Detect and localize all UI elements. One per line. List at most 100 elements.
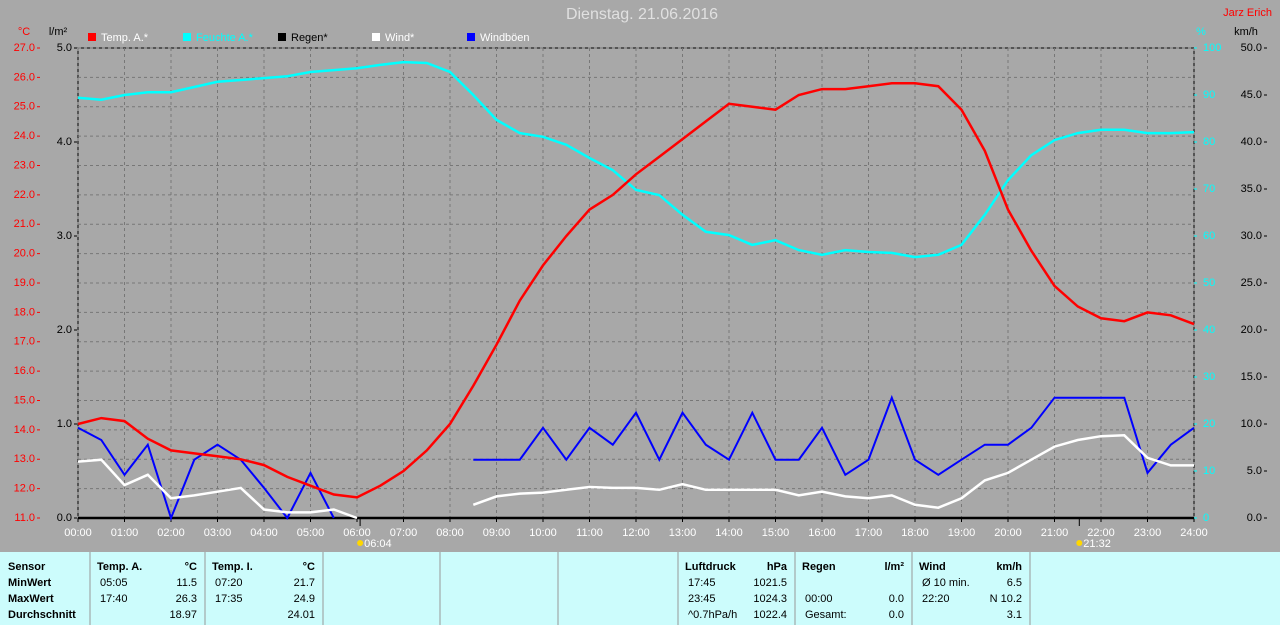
stats-time: 00:00: [805, 593, 833, 605]
y-tick-label: 0: [1203, 512, 1209, 524]
y-tick-label: 24.0: [14, 130, 35, 142]
y-tick-label: 50: [1203, 277, 1215, 289]
x-tick-label: 11:00: [576, 527, 603, 539]
stats-time: 17:45: [688, 577, 716, 589]
legend-label: Windböen: [480, 32, 530, 44]
y-tick-label: 35.0: [1241, 183, 1262, 195]
stats-time: 23:45: [688, 593, 716, 605]
stats-header: Sensor: [8, 561, 46, 573]
y-tick-label: 21.0: [14, 218, 35, 230]
legend-swatch: [278, 33, 286, 41]
stats-panel: [0, 552, 1280, 625]
series-line: [77, 60, 1195, 259]
y-tick-label: 26.0: [14, 71, 35, 83]
sun-icon: [1076, 540, 1083, 546]
y-tick-label: 100: [1203, 42, 1221, 54]
y-tick-label: 15.0: [14, 394, 35, 406]
stats-time: Gesamt:: [805, 609, 847, 621]
y-tick-label: 40.0: [1241, 136, 1262, 148]
annotation-label: 06:04: [364, 538, 392, 550]
stats-value: 24.01: [287, 609, 315, 621]
y-tick-label: 27.0: [14, 42, 35, 54]
legend-swatch: [88, 33, 96, 41]
y2-axis-unit: l/m²: [49, 26, 68, 38]
x-tick-label: 23:00: [1134, 527, 1162, 539]
stats-block-unit: l/m²: [884, 561, 904, 573]
stats-value: 26.3: [176, 593, 197, 605]
stats-value: 1024.3: [753, 593, 787, 605]
legend-label: Temp. A.*: [101, 32, 149, 44]
x-tick-label: 21:00: [1041, 527, 1069, 539]
y-tick-label: 60: [1203, 230, 1215, 242]
stats-value: 18.97: [169, 609, 197, 621]
y-tick-label: 15.0: [1241, 371, 1262, 383]
x-tick-label: 20:00: [994, 527, 1022, 539]
y3-axis-unit: %: [1196, 26, 1206, 38]
stats-block-unit: km/h: [996, 561, 1022, 573]
x-tick-label: 03:00: [204, 527, 232, 539]
stats-time: ^0.7hPa/h: [688, 609, 737, 621]
x-tick-label: 15:00: [762, 527, 790, 539]
stats-time: 07:20: [215, 577, 243, 589]
y-tick-label: 25.0: [1241, 277, 1262, 289]
x-tick-label: 14:00: [715, 527, 743, 539]
legend-label: Feuchte A.*: [196, 32, 254, 44]
y-tick-label: 19.0: [14, 277, 35, 289]
y-tick-label: 2.0: [57, 324, 72, 336]
stats-row-label: MinWert: [8, 577, 52, 589]
y-tick-label: 0.0: [57, 512, 72, 524]
annotation-label: 21:32: [1083, 538, 1111, 550]
stats-time: 05:05: [100, 577, 128, 589]
y-tick-label: 50.0: [1241, 42, 1262, 54]
y-tick-label: 80: [1203, 136, 1215, 148]
x-tick-label: 05:00: [297, 527, 325, 539]
stats-time: Ø 10 min.: [922, 577, 970, 589]
stats-block-name: Wind: [919, 561, 946, 573]
x-tick-label: 19:00: [948, 527, 976, 539]
y4-axis-unit: km/h: [1234, 26, 1258, 38]
stats-value: 1022.4: [753, 609, 787, 621]
y-tick-label: 1.0: [57, 418, 72, 430]
y-tick-label: 13.0: [14, 453, 35, 465]
x-tick-label: 24:00: [1180, 527, 1208, 539]
stats-block-unit: hPa: [767, 561, 788, 573]
x-tick-label: 13:00: [669, 527, 697, 539]
y-tick-label: 14.0: [14, 424, 35, 436]
y-tick-label: 90: [1203, 89, 1215, 101]
x-tick-label: 07:00: [390, 527, 418, 539]
legend-swatch: [372, 33, 380, 41]
y-tick-label: 12.0: [14, 483, 35, 495]
y-tick-label: 4.0: [57, 136, 72, 148]
stats-block-name: Regen: [802, 561, 836, 573]
legend-swatch: [467, 33, 475, 41]
stats-value: 0.0: [889, 593, 904, 605]
y-tick-label: 10.0: [1241, 418, 1262, 430]
stats-time: 17:40: [100, 593, 128, 605]
y-tick-label: 5.0: [57, 42, 72, 54]
y-tick-label: 20.0: [14, 248, 35, 260]
x-tick-label: 10:00: [529, 527, 557, 539]
stats-value: N 10.2: [990, 593, 1022, 605]
stats-block-unit: °C: [185, 561, 197, 573]
x-tick-label: 09:00: [483, 527, 511, 539]
stats-block-name: Luftdruck: [685, 561, 737, 573]
chart-title: Dienstag. 21.06.2016: [566, 6, 718, 23]
legend-label: Wind*: [385, 32, 415, 44]
series-line: [77, 82, 1195, 499]
x-tick-label: 08:00: [436, 527, 464, 539]
y-tick-label: 11.0: [14, 512, 35, 524]
stats-value: 24.9: [294, 593, 315, 605]
stats-time: 17:35: [215, 593, 243, 605]
y-tick-label: 16.0: [14, 365, 35, 377]
stats-value: 11.5: [176, 577, 197, 589]
stats-value: 0.0: [889, 609, 904, 621]
x-tick-label: 12:00: [622, 527, 650, 539]
stats-block-name: Temp. I.: [212, 561, 253, 573]
stats-row-label: MaxWert: [8, 593, 54, 605]
y-tick-label: 20: [1203, 418, 1215, 430]
x-tick-label: 00:00: [64, 527, 92, 539]
y-tick-label: 23.0: [14, 159, 35, 171]
stats-block-unit: °C: [303, 561, 315, 573]
